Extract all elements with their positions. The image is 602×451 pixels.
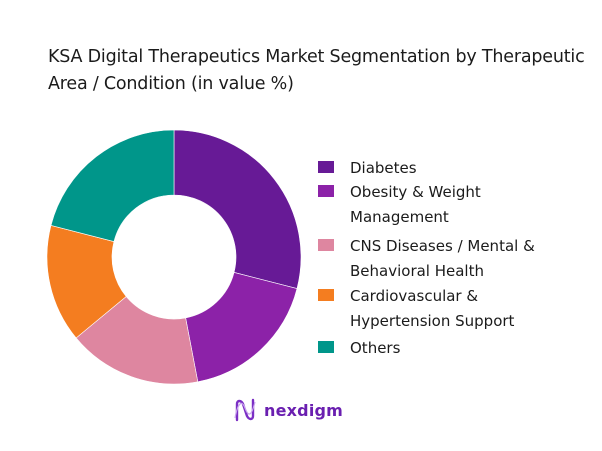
legend-item-cardiovascular: Cardiovascular & Hypertension Support bbox=[318, 284, 560, 334]
logo-text: nexdigm bbox=[264, 400, 344, 420]
legend-label: Others bbox=[350, 339, 401, 357]
donut-slice-diabetes bbox=[173, 129, 302, 289]
donut-slice-obesity-weight-management bbox=[185, 272, 298, 383]
legend-swatch bbox=[318, 185, 334, 197]
chart-title: KSA Digital Therapeutics Market Segmenta… bbox=[48, 47, 585, 94]
nexdigm-logo: nexdigm bbox=[234, 398, 343, 422]
legend-swatch bbox=[318, 289, 334, 301]
legend-swatch bbox=[318, 161, 334, 173]
legend-label: Obesity & Weight Management bbox=[350, 183, 481, 226]
legend-label: Diabetes bbox=[350, 159, 417, 177]
legend-item-diabetes: Diabetes bbox=[318, 156, 580, 181]
legend-item-others: Others bbox=[318, 336, 580, 361]
legend-swatch bbox=[318, 239, 334, 251]
legend-item-cns: CNS Diseases / Mental & Behavioral Healt… bbox=[318, 234, 575, 284]
legend-item-obesity: Obesity & Weight Management bbox=[318, 180, 500, 230]
legend-swatch bbox=[318, 341, 334, 353]
legend-label: Cardiovascular & Hypertension Support bbox=[350, 287, 515, 330]
legend-label: CNS Diseases / Mental & Behavioral Healt… bbox=[350, 237, 535, 280]
donut-slice-others bbox=[50, 129, 175, 242]
nexdigm-wave-icon bbox=[234, 398, 256, 422]
